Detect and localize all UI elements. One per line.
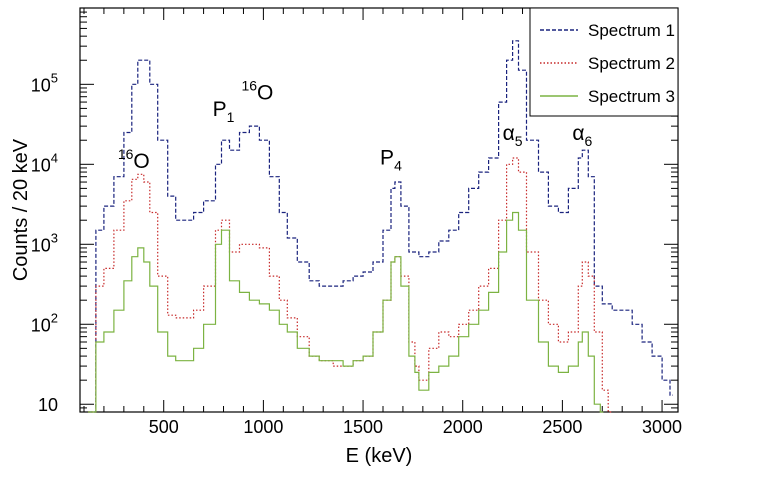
x-tick-label: 2000 <box>443 417 483 437</box>
legend-label-3: Spectrum 3 <box>588 87 675 106</box>
y-tick-label: 105 <box>31 70 58 95</box>
y-tick-label: 104 <box>31 150 58 175</box>
x-tick-label: 2500 <box>542 417 582 437</box>
peak-label: α6 <box>572 122 592 149</box>
plot-frame <box>79 7 679 413</box>
peak-label: 16O <box>241 77 273 104</box>
y-tick-label: 103 <box>31 230 58 255</box>
peak-label: α5 <box>503 122 523 149</box>
legend-label-2: Spectrum 2 <box>588 54 675 73</box>
x-axis-label: E (keV) <box>346 445 413 467</box>
x-tick-label: 500 <box>149 417 179 437</box>
series-line-1 <box>88 40 673 413</box>
peak-label: P1 <box>213 98 235 125</box>
y-tick-label: 102 <box>31 310 58 335</box>
x-tick-label: 1500 <box>343 417 383 437</box>
peak-label: P4 <box>380 146 402 173</box>
series-line-3 <box>88 211 604 413</box>
x-tick-label: 3000 <box>642 417 682 437</box>
legend-box <box>529 7 679 117</box>
legend-label-1: Spectrum 1 <box>588 21 675 40</box>
legend: Spectrum 1 Spectrum 2 Spectrum 3 <box>529 7 679 117</box>
y-tick-label: 10 <box>38 395 58 415</box>
series-layer <box>88 40 673 413</box>
x-tick-label: 1000 <box>243 417 283 437</box>
series-line-2 <box>88 157 612 413</box>
peak-label: 16O <box>118 146 150 173</box>
y-axis-label: Counts / 20 keV <box>10 138 32 281</box>
